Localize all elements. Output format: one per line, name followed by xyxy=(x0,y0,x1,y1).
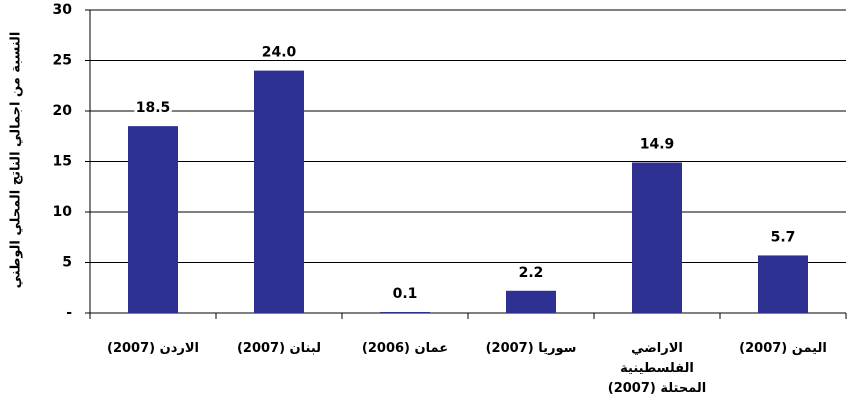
y-tick-label: 15 xyxy=(53,154,72,170)
value-label: 24.0 xyxy=(262,45,297,61)
bar xyxy=(128,126,178,314)
y-tick-label: 10 xyxy=(53,204,73,220)
x-tick-label: سوريا (2007) xyxy=(485,341,577,356)
x-tick-label: الاراضي الفلسطينية المحتلة (2007) xyxy=(607,341,707,396)
value-label: 2.2 xyxy=(519,265,544,281)
x-tick-label: لبنان (2007) xyxy=(236,341,322,356)
y-tick-label: 30 xyxy=(53,2,73,18)
value-label: 18.5 xyxy=(136,100,171,116)
y-tick-label: - xyxy=(66,305,72,321)
value-label: 14.9 xyxy=(640,137,675,153)
x-tick-label: عمان (2006) xyxy=(361,341,449,356)
x-tick-label: اليمن (2007) xyxy=(739,341,827,356)
y-tick-label: 5 xyxy=(62,255,72,271)
y-tick-label: 20 xyxy=(53,103,73,119)
bar xyxy=(506,290,556,313)
bar xyxy=(632,162,682,313)
y-axis-label: النسبة من اجمالي الناتج المحلي الوطني xyxy=(9,32,24,289)
y-tick-label: 25 xyxy=(53,53,72,69)
x-tick-label: الاردن (2007) xyxy=(107,341,199,356)
bar xyxy=(380,311,430,313)
bar xyxy=(758,255,808,313)
bar xyxy=(254,70,304,313)
value-label: 5.7 xyxy=(771,229,796,245)
value-label: 0.1 xyxy=(393,286,418,302)
